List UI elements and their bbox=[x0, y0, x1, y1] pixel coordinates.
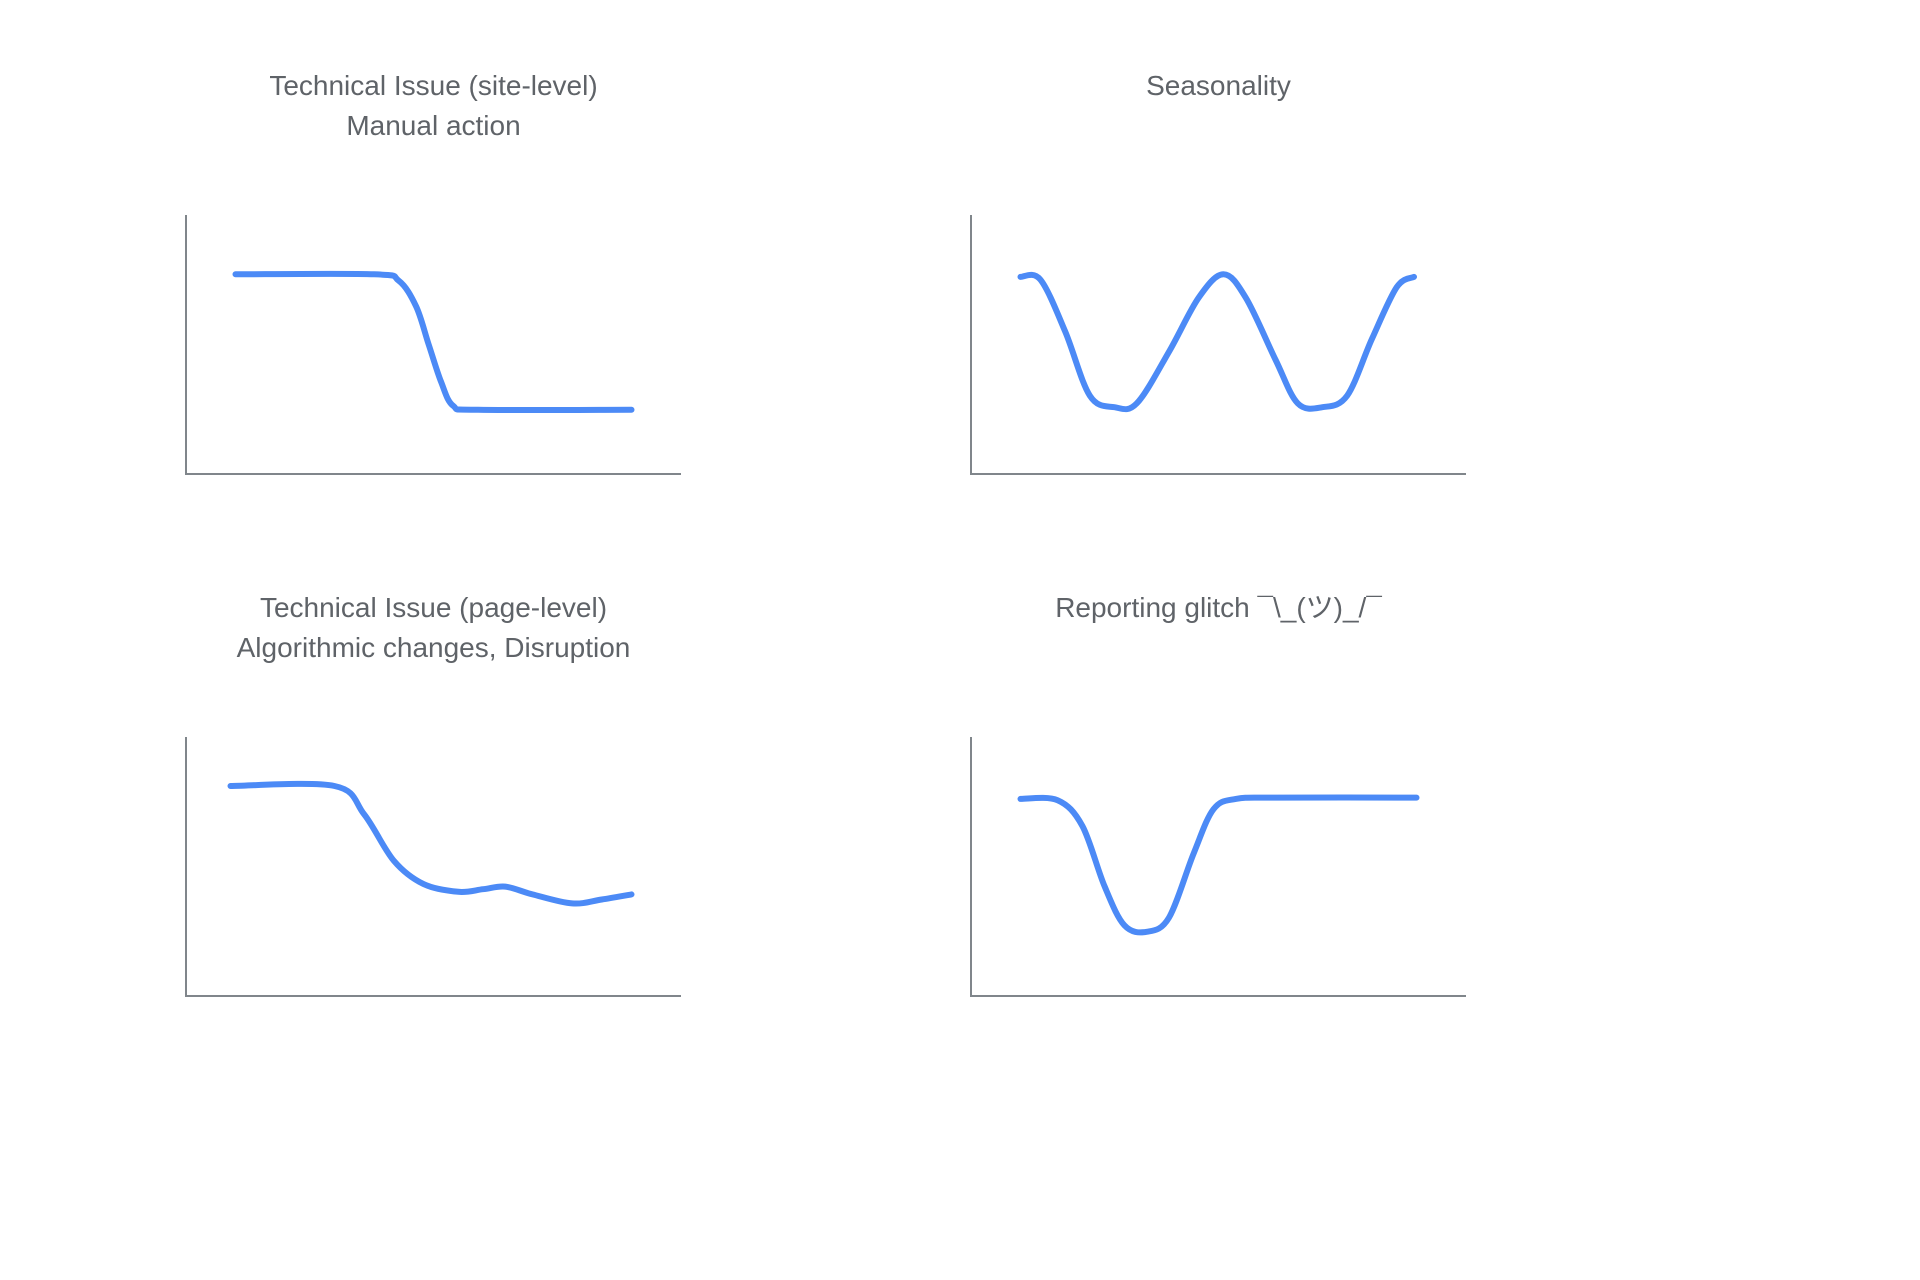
chart-title: Technical Issue (page-level) Algorithmic… bbox=[125, 588, 742, 668]
chart-axes bbox=[970, 737, 1466, 997]
chart-title-line-1: Technical Issue (site-level) bbox=[269, 70, 598, 101]
chart-title-line-2: Manual action bbox=[346, 110, 521, 141]
chart-axes bbox=[970, 215, 1466, 475]
line-chart-reporting-glitch bbox=[970, 737, 1466, 997]
chart-panel-page-level-issue: Technical Issue (page-level) Algorithmic… bbox=[185, 588, 682, 1000]
chart-axes bbox=[185, 215, 681, 475]
chart-panel-seasonality: Seasonality bbox=[970, 66, 1467, 478]
chart-title-line-1: Seasonality bbox=[1146, 70, 1291, 101]
chart-title: Seasonality bbox=[910, 66, 1527, 106]
chart-title-line-2: Algorithmic changes, Disruption bbox=[236, 632, 631, 663]
line-chart-seasonality bbox=[970, 215, 1466, 475]
chart-series-line bbox=[227, 780, 635, 907]
line-chart-page-level-issue bbox=[185, 737, 681, 997]
chart-title-line-1: Reporting glitch ¯\_(ツ)_/¯ bbox=[1055, 592, 1382, 623]
chart-panel-reporting-glitch: Reporting glitch ¯\_(ツ)_/¯ bbox=[970, 588, 1467, 1000]
chart-series-line bbox=[232, 270, 635, 414]
chart-series-line bbox=[1017, 271, 1417, 413]
chart-title: Reporting glitch ¯\_(ツ)_/¯ bbox=[910, 588, 1527, 628]
chart-title: Technical Issue (site-level) Manual acti… bbox=[125, 66, 742, 146]
chart-panel-site-level-issue: Technical Issue (site-level) Manual acti… bbox=[185, 66, 682, 478]
chart-series-line bbox=[1017, 794, 1420, 936]
line-chart-site-level-issue bbox=[185, 215, 681, 475]
chart-axes bbox=[185, 737, 681, 997]
chart-title-line-1: Technical Issue (page-level) bbox=[259, 592, 608, 623]
